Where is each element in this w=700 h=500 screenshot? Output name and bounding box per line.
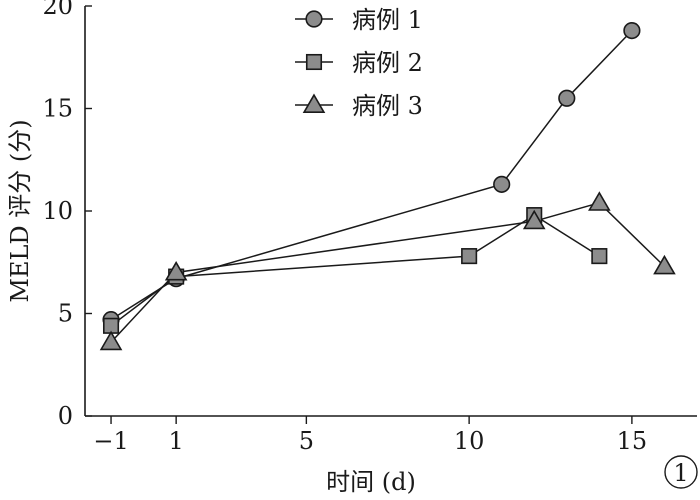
series-3-point <box>522 209 546 230</box>
series-1-point <box>623 21 641 40</box>
legend-marker-3 <box>302 93 326 113</box>
series-3-point <box>164 260 188 281</box>
legend-marker-2 <box>305 53 323 71</box>
series-3-point <box>588 191 611 211</box>
legend-label-1: 病例 1 <box>352 6 423 34</box>
y-axis-title: MELD 评分 (分) <box>6 119 34 302</box>
series-2-point <box>461 248 478 265</box>
y-tick-label: 10 <box>42 197 73 225</box>
x-tick-label: 15 <box>617 427 648 455</box>
series-3-point <box>99 330 123 351</box>
y-tick-label: 0 <box>58 402 73 430</box>
series-3-line <box>110 201 665 343</box>
x-tick-label: −1 <box>93 427 128 455</box>
legend-marker-1 <box>305 10 323 28</box>
y-tick-label: 15 <box>42 95 73 123</box>
panel-label-circle <box>664 455 698 489</box>
series-3-point <box>653 254 676 275</box>
series-2-line <box>110 214 600 327</box>
series-1-point <box>493 175 511 193</box>
legend-label-3: 病例 3 <box>352 92 423 120</box>
x-tick-label: 5 <box>299 427 314 455</box>
y-tick-label: 20 <box>42 0 73 20</box>
series-1-point <box>558 89 576 107</box>
legend-label-2: 病例 2 <box>352 49 423 77</box>
x-axis-title: 时间 (d) <box>326 468 416 496</box>
series-2-point <box>591 248 608 265</box>
x-tick-label: 10 <box>454 427 485 455</box>
panel-label: 1 <box>673 459 688 487</box>
x-tick-label: 1 <box>169 427 184 455</box>
y-tick-label: 5 <box>58 300 73 328</box>
